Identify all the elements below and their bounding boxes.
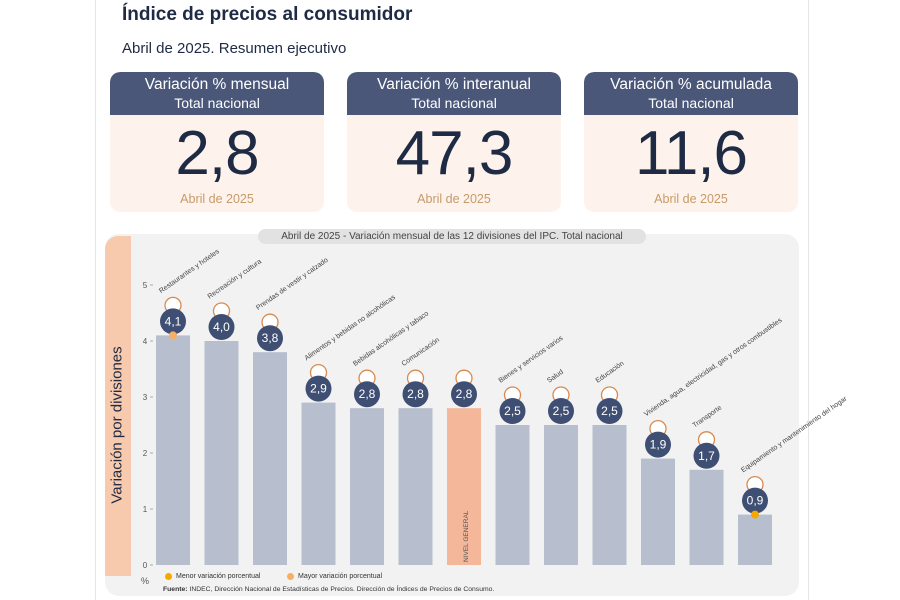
category-label: Prendas de vestir y calzado — [255, 257, 330, 312]
y-axis-band — [105, 236, 131, 576]
y-tick-label: 1 — [143, 505, 148, 514]
card-scope: Total nacional — [174, 95, 260, 111]
bar — [204, 341, 239, 565]
card-accumulated: Variación % acumulada Total nacional 11,… — [584, 72, 798, 212]
category-label: Alimentos y bebidas no alcohólicas — [304, 294, 398, 363]
category-label: Salud — [546, 369, 565, 385]
card-value: 11,6 — [634, 119, 748, 188]
value-badge — [499, 398, 526, 424]
bar — [689, 469, 724, 565]
y-tick-label: 3 — [143, 393, 148, 402]
legend-max-label: Mayor variación porcentual — [298, 573, 383, 580]
legend-max-dot — [287, 573, 294, 580]
bar — [253, 352, 287, 565]
value-badge — [160, 308, 186, 335]
bar — [398, 408, 433, 565]
card-value: 47,3 — [395, 119, 514, 188]
source-label: Fuente: — [163, 586, 188, 593]
y-tick-label: 0 — [143, 561, 148, 570]
card-period: Abril de 2025 — [180, 192, 254, 206]
legend-item-max: Mayor variación porcentual — [287, 573, 382, 580]
bar — [156, 335, 190, 565]
bar — [544, 425, 578, 565]
card-period: Abril de 2025 — [654, 192, 728, 206]
card-header: Variación % acumulada Total nacional — [584, 72, 798, 115]
max-marker — [169, 331, 177, 340]
y-tick-label: 5 — [143, 281, 148, 290]
value-label: 1,9 — [650, 438, 667, 452]
category-label: Comunicación — [401, 337, 441, 368]
value-badge — [305, 375, 332, 402]
category-label: Restaurantes y hoteles — [158, 248, 221, 295]
value-label: 1,7 — [698, 449, 715, 463]
value-label: 4,0 — [213, 320, 230, 334]
card-period: Abril de 2025 — [417, 192, 491, 206]
source-text: INDEC, Dirección Nacional de Estadística… — [189, 586, 495, 593]
legend-min-dot — [165, 573, 172, 580]
card-heading: Variación % interanual — [377, 76, 531, 93]
value-label: 3,8 — [262, 331, 279, 345]
card-header: Variación % mensual Total nacional — [110, 72, 324, 115]
category-label: Equipamiento y mantenimiento del hogar — [740, 395, 849, 474]
page-subtitle: Abril de 2025. Resumen ejecutivo — [122, 40, 347, 57]
value-badge — [257, 325, 283, 352]
y-tick-label: 4 — [143, 337, 148, 346]
bar — [592, 425, 627, 565]
bar — [495, 425, 530, 565]
category-label: NIVEL GENERAL — [463, 510, 470, 562]
bar — [447, 408, 481, 565]
card-scope: Total nacional — [648, 95, 734, 111]
value-badge — [693, 442, 720, 469]
value-badge — [354, 381, 380, 408]
chart-title: Abril de 2025 - Variación mensual de las… — [258, 229, 646, 244]
value-badge — [402, 381, 429, 408]
card-heading: Variación % acumulada — [610, 76, 772, 93]
value-label: 2,8 — [359, 387, 376, 401]
card-header: Variación % interanual Total nacional — [347, 72, 561, 115]
value-label: 0,9 — [747, 494, 764, 508]
min-marker — [751, 510, 759, 519]
value-label: 2,8 — [456, 387, 473, 401]
value-label: 4,1 — [165, 314, 182, 328]
card-interannual: Variación % interanual Total nacional 47… — [347, 72, 561, 212]
category-label: Transporte — [692, 404, 724, 429]
y-unit-label: % — [141, 576, 149, 586]
value-label: 2,9 — [310, 382, 327, 396]
category-label: Recreación y cultura — [207, 258, 263, 300]
bar — [350, 408, 384, 565]
legend-item-min: Menor variación porcentual — [165, 573, 260, 580]
value-label: 2,5 — [553, 404, 570, 418]
source-note: Fuente: INDEC, Dirección Nacional de Est… — [163, 586, 494, 593]
value-label: 2,8 — [407, 387, 424, 401]
y-tick-label: 2 — [143, 449, 148, 458]
bar — [301, 402, 336, 565]
value-badge — [451, 381, 477, 408]
value-badge — [596, 398, 623, 424]
value-badge — [742, 487, 768, 514]
value-badge — [645, 431, 671, 458]
bar — [641, 458, 675, 565]
value-label: 2,5 — [504, 404, 521, 418]
card-value: 2,8 — [175, 119, 259, 188]
value-badge — [208, 314, 235, 340]
card-scope: Total nacional — [411, 95, 497, 111]
value-badge — [548, 398, 574, 424]
page-title: Índice de precios al consumidor — [122, 4, 413, 25]
value-label: 2,5 — [601, 404, 618, 418]
category-label: Educación — [595, 360, 626, 385]
bar — [738, 514, 772, 565]
card-monthly: Variación % mensual Total nacional 2,8 A… — [110, 72, 324, 212]
category-label: Vivienda, agua, electricidad, gas y otro… — [643, 317, 784, 418]
legend-min-label: Menor variación porcentual — [176, 573, 261, 580]
card-heading: Variación % mensual — [144, 76, 290, 93]
